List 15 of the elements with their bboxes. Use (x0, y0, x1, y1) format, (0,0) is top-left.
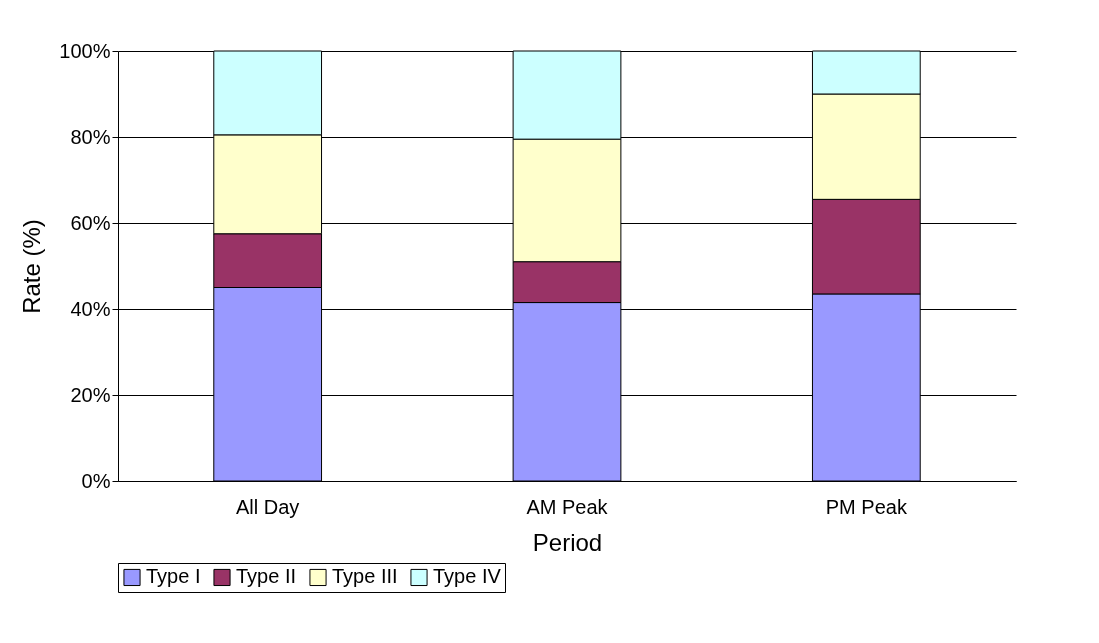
x-tick-label: All Day (235, 495, 300, 518)
y-tick-label: 40% (70, 297, 111, 320)
legend-label: Type I (146, 565, 201, 588)
y-tick-label: 0% (81, 469, 111, 492)
y-axis-title: Rate (%) (18, 219, 46, 314)
x-tick-label: PM Peak (825, 495, 908, 518)
x-tick-label: AM Peak (526, 495, 609, 518)
legend-label: Type III (332, 565, 398, 588)
y-tick-label: 20% (70, 383, 111, 406)
legend-label: Type II (236, 565, 297, 588)
y-tick-label: 60% (70, 211, 111, 234)
x-axis-title: Period (532, 528, 603, 556)
y-tick-label: 80% (70, 125, 111, 148)
y-tick-label: 100% (59, 39, 111, 62)
legend-label: Type IV (433, 565, 502, 588)
